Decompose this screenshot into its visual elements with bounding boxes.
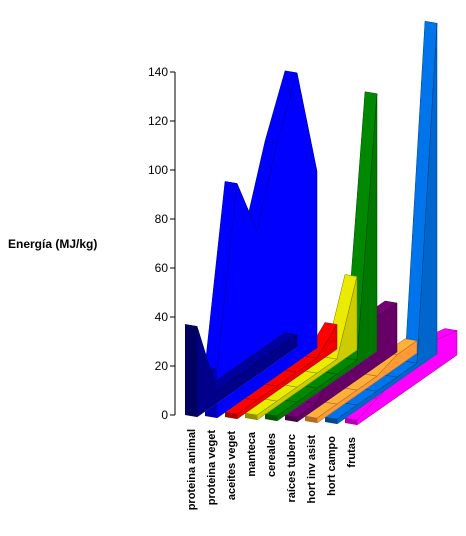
x-tick-label: proteina veget bbox=[206, 430, 218, 506]
ribbon-front bbox=[265, 414, 277, 421]
x-tick-label: frutas bbox=[346, 437, 358, 468]
y-tick-label: 120 bbox=[148, 114, 168, 128]
x-tick-label: manteca bbox=[246, 431, 258, 477]
x-tick-label: hort inv asist bbox=[306, 435, 318, 504]
y-tick-label: 60 bbox=[155, 261, 169, 275]
y-tick-label: 140 bbox=[148, 65, 168, 79]
y-axis-label: Energía (MJ/kg) bbox=[8, 237, 97, 251]
ribbon-side bbox=[336, 23, 438, 425]
y-tick-label: 40 bbox=[155, 310, 169, 324]
x-tick-label: cereales bbox=[266, 433, 278, 477]
ribbon-side bbox=[276, 93, 378, 422]
ribbon-front bbox=[345, 418, 357, 425]
x-tick-label: aceites veget bbox=[226, 431, 238, 500]
ribbon-side bbox=[216, 72, 318, 419]
y-tick-label: 20 bbox=[155, 359, 169, 373]
ribbon-side bbox=[196, 326, 298, 418]
ribbon-side bbox=[236, 323, 338, 420]
y-tick-label: 100 bbox=[148, 163, 168, 177]
ribbon-front bbox=[225, 412, 237, 419]
ribbon-side bbox=[256, 276, 358, 421]
y-tick-label: 0 bbox=[161, 408, 168, 422]
y-tick-label: 80 bbox=[155, 212, 169, 226]
ribbon-front bbox=[325, 417, 337, 424]
x-tick-label: raíces tuberc bbox=[286, 434, 298, 502]
ribbon-front bbox=[285, 415, 297, 422]
ribbon-side bbox=[316, 340, 418, 424]
x-tick-label: hort campo bbox=[326, 436, 338, 496]
ribbon-front bbox=[185, 324, 197, 417]
ribbon-front bbox=[245, 413, 257, 420]
ribbon-front bbox=[305, 416, 317, 423]
x-tick-label: proteina animal bbox=[186, 429, 198, 510]
